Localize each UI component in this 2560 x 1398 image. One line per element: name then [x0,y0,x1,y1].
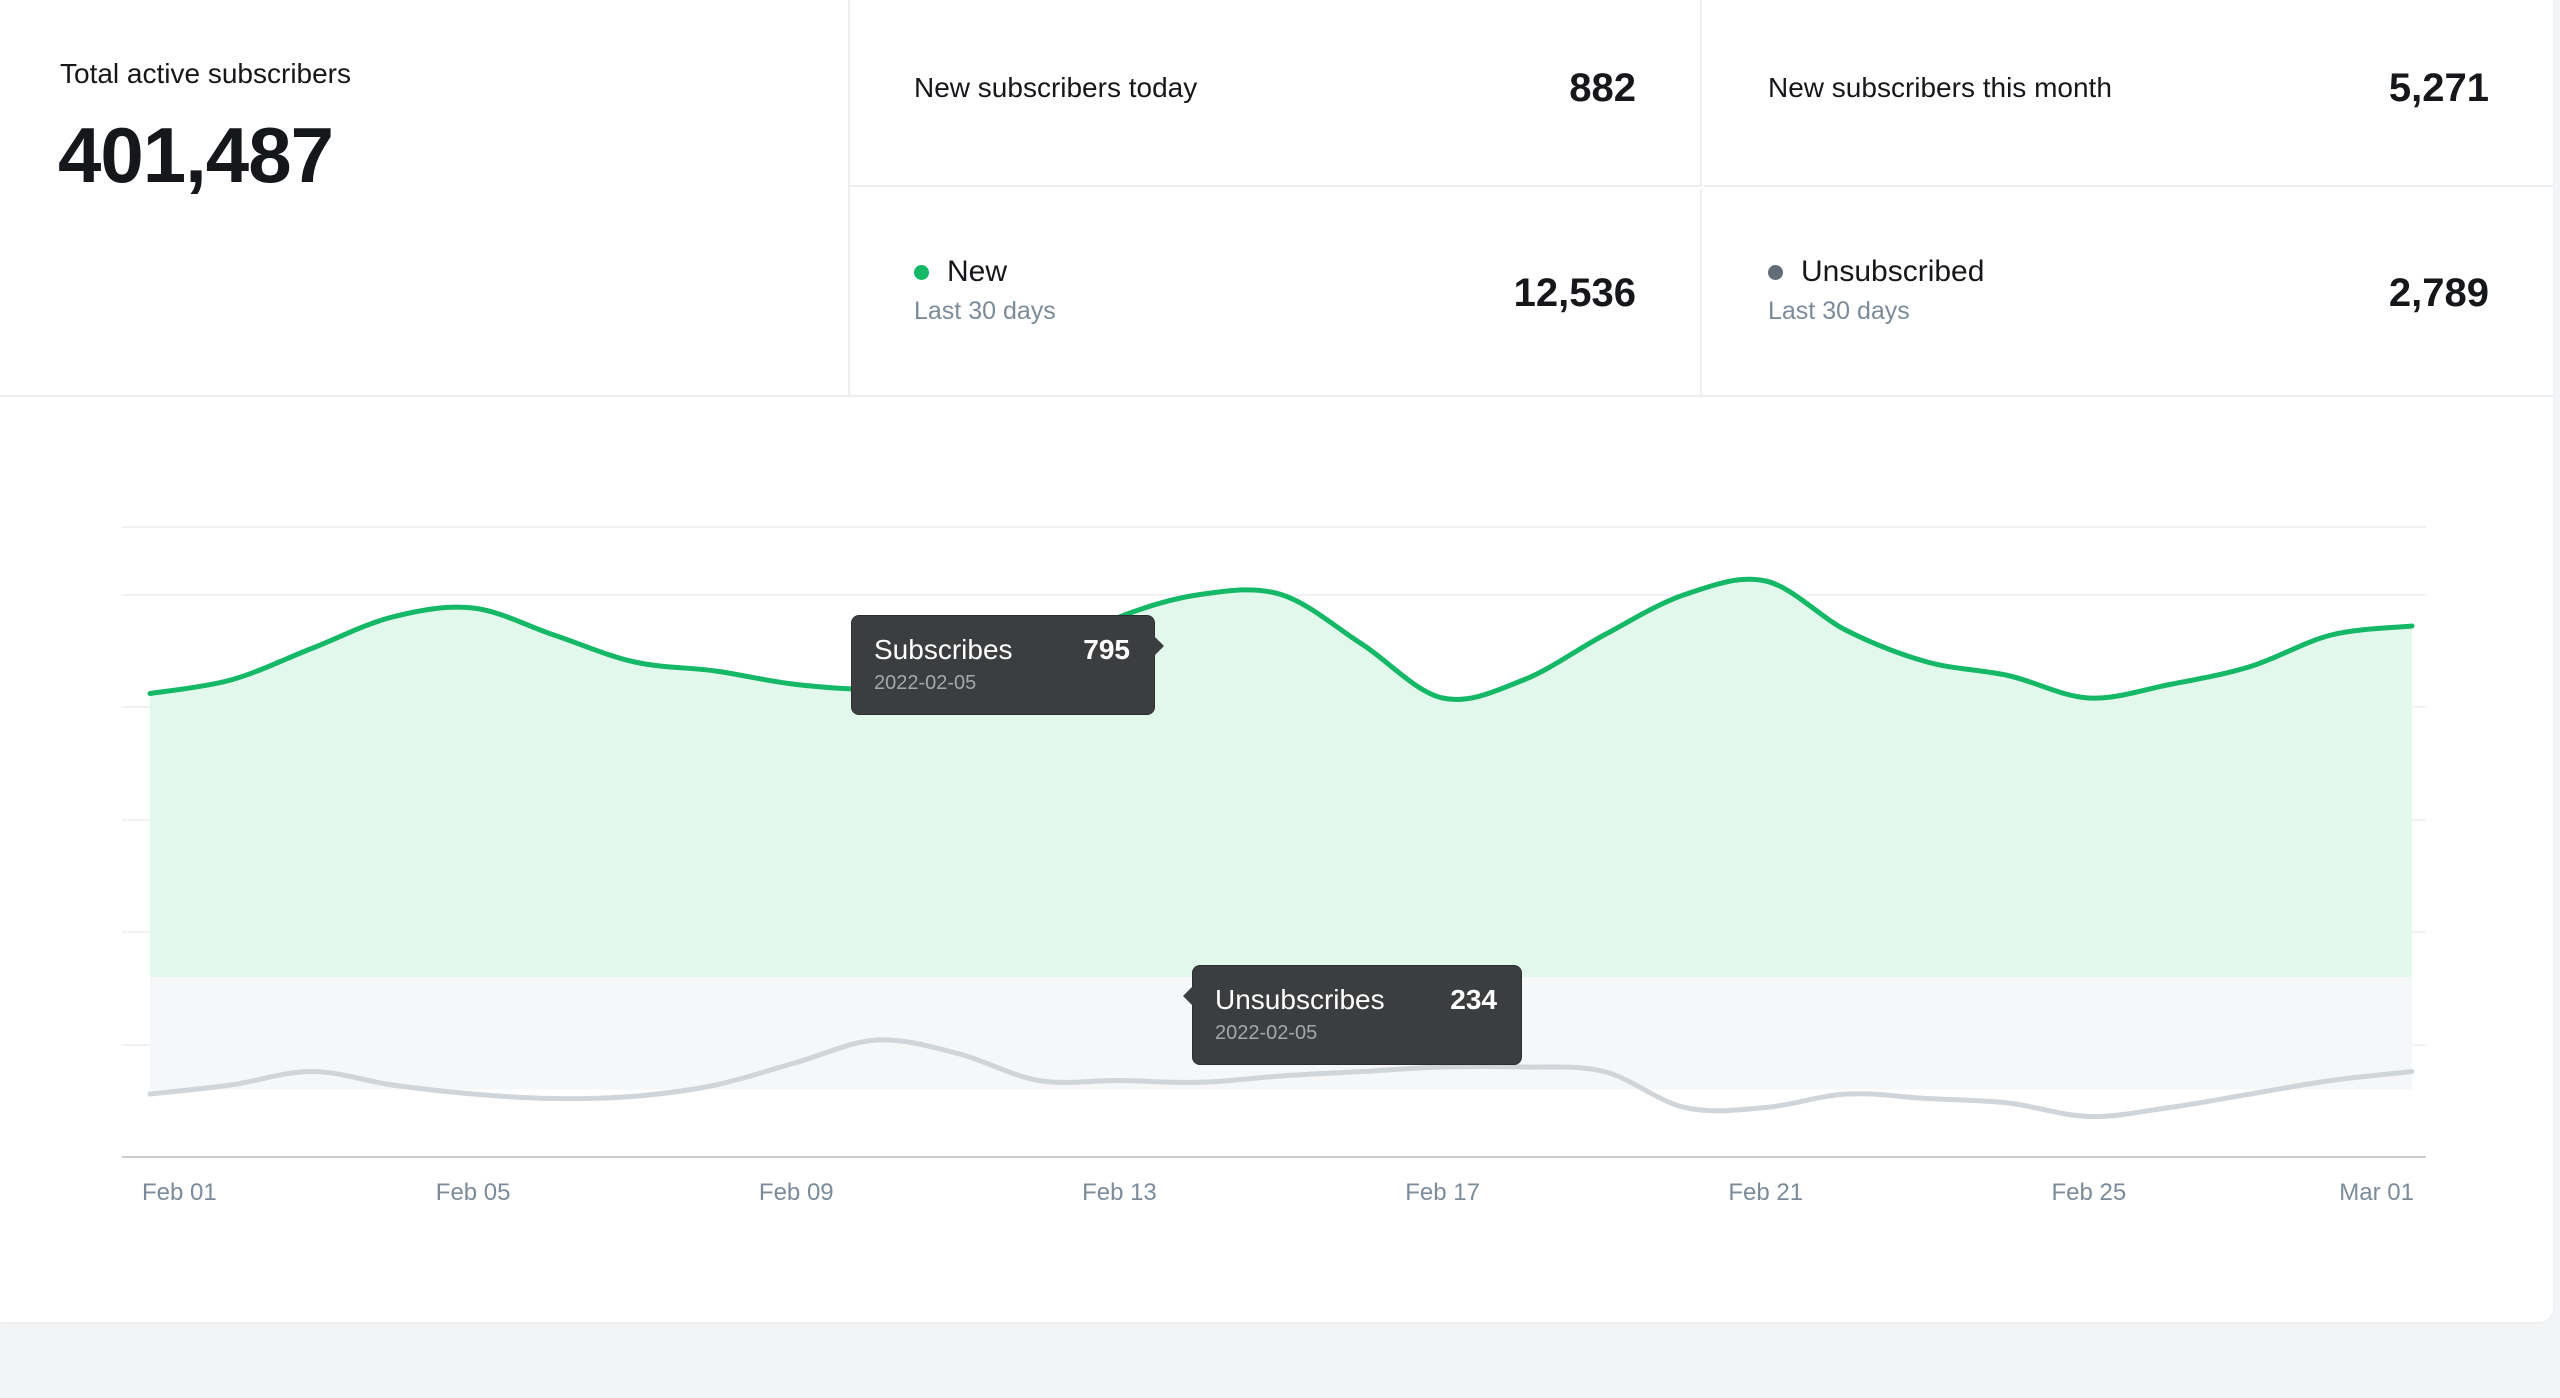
unsub-legend: Unsubscribed [1768,255,1984,289]
new-today-value: 882 [1569,66,1636,110]
x-tick-label: Feb 21 [1728,1179,1803,1206]
new-today-label: New subscribers today [914,72,1198,103]
new-today-cell: New subscribers today 882 [850,0,1702,187]
tooltip-arrow-icon [1154,636,1164,656]
subscribers-card: Total active subscribers 401,487 New sub… [0,0,2553,1322]
subscribes-tooltip: Subscribes 795 2022-02-05 [851,615,1164,715]
unsubscribes-line[interactable] [147,1037,2415,1120]
new-legend-label: New [947,255,1008,288]
new-month-label: New subscribers this month [1768,72,2112,103]
subscribes-line[interactable] [147,576,2415,702]
subscribers-chart[interactable]: Feb 01 Feb 05 Feb 09 Feb 13 Feb 17 Feb 21 Feb … [0,395,2553,1322]
new-30d-value: 12,536 [1513,271,1636,315]
unsubscribes-tooltip: Unsubscribes 234 2022-02-05 [1183,965,1522,1065]
tooltip-value: 795 [1083,634,1130,665]
new-legend: New [914,255,1007,289]
x-tick-label: Feb 17 [1405,1179,1480,1206]
new-month-value: 5,271 [2388,66,2489,110]
new-period-label: Last 30 days [914,297,1056,325]
stats-panel: Total active subscribers 401,487 New sub… [0,0,2553,397]
unsub-period-label: Last 30 days [1768,297,1910,325]
x-tick-label: Feb 01 [142,1179,217,1206]
x-tick-label: Feb 13 [1082,1179,1157,1206]
x-tick-label: Feb 09 [759,1179,834,1206]
total-subscribers-cell: Total active subscribers 401,487 [0,0,850,395]
unsub-30d-value: 2,789 [2388,271,2489,315]
chart-x-ticks: Feb 01 Feb 05 Feb 09 Feb 13 Feb 17 Feb 21 Feb … [142,1179,2414,1206]
x-tick-label: Feb 05 [436,1179,511,1206]
new-30d-cell[interactable]: New Last 30 days 12,536 [850,189,1702,395]
new-month-cell: New subscribers this month 5,271 [1704,0,2553,187]
new-dot-icon [914,264,929,280]
unsub-dot-icon [1768,264,1783,280]
unsub-legend-label: Unsubscribed [1801,255,1985,288]
tooltip-series-name: Subscribes [874,634,1013,665]
total-subscribers-value: 401,487 [58,111,334,199]
chart-lines [147,576,2415,1120]
subscribes-area [150,579,2412,977]
tooltip-date: 2022-02-05 [1215,1022,1318,1044]
tooltip-date: 2022-02-05 [874,672,977,694]
tooltip-arrow-icon [1183,986,1193,1006]
tooltip-series-name: Unsubscribes [1215,984,1385,1015]
tooltip-value: 234 [1450,984,1497,1015]
unsub-30d-cell[interactable]: Unsubscribed Last 30 days 2,789 [1704,189,2553,395]
x-tick-label: Mar 01 [2339,1179,2414,1206]
x-tick-label: Feb 25 [2051,1179,2126,1206]
total-subscribers-label: Total active subscribers [60,58,352,89]
